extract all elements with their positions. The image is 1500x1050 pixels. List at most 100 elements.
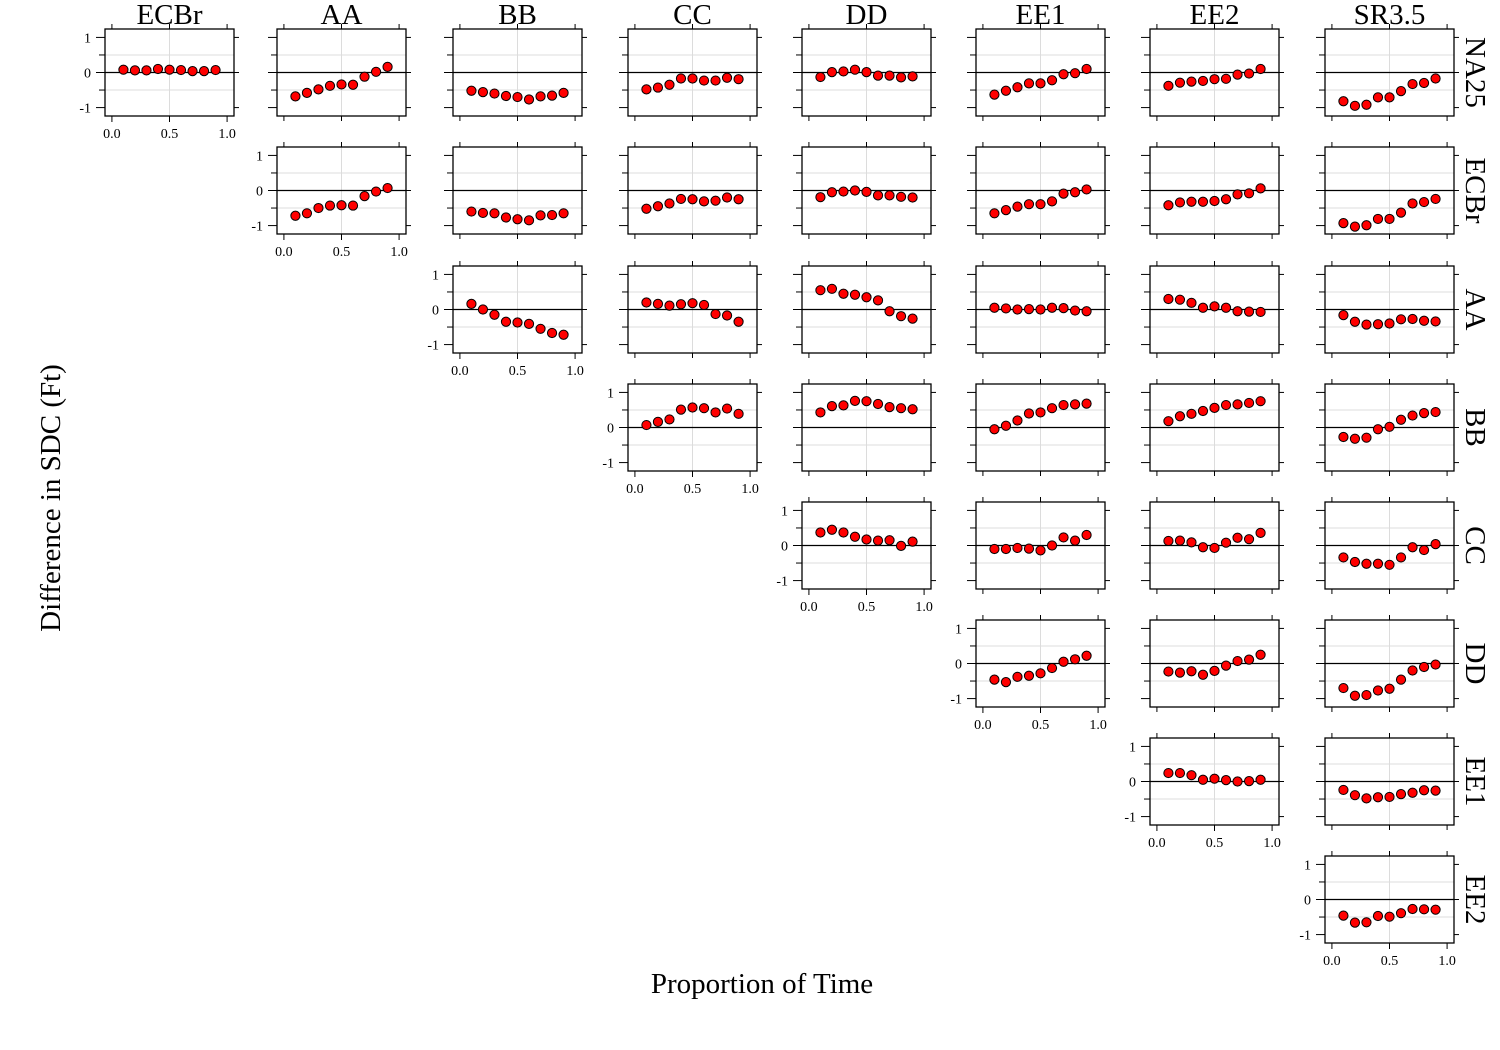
data-point (710, 195, 721, 206)
data-point (1023, 543, 1035, 554)
data-point (1209, 402, 1220, 413)
panel-aa-vs-sr3-5 (1316, 261, 1459, 358)
data-point (1209, 301, 1220, 312)
data-point (1232, 532, 1243, 543)
x-tick-label: 0.0 (1323, 954, 1341, 969)
data-point (175, 64, 187, 76)
data-point (1058, 532, 1069, 543)
panel-cc-vs-ee2 (1141, 497, 1284, 594)
data-point (523, 318, 535, 329)
data-point (1349, 221, 1361, 232)
data-point (512, 91, 523, 103)
data-point (664, 198, 675, 209)
data-point (1174, 77, 1186, 88)
data-point (1046, 196, 1058, 207)
data-point (849, 531, 861, 542)
data-point (359, 191, 370, 202)
data-point (1372, 685, 1384, 696)
data-point (989, 208, 1000, 219)
data-point (1395, 552, 1407, 563)
data-point (815, 407, 826, 418)
data-point (687, 298, 698, 309)
data-point (838, 186, 849, 197)
data-point (1081, 184, 1092, 195)
data-point (1163, 767, 1174, 779)
data-point (152, 63, 164, 75)
x-tick-label: 0.5 (858, 600, 876, 615)
data-point (1197, 405, 1209, 417)
row-label-ee2: EE2 (1459, 875, 1491, 925)
data-point (1338, 218, 1349, 229)
data-point (1232, 776, 1243, 787)
data-point (1243, 776, 1255, 787)
y-tick-label: 1 (781, 504, 788, 519)
data-point (1069, 68, 1081, 79)
data-point (710, 75, 721, 86)
data-point (347, 79, 359, 90)
data-point (1174, 535, 1186, 546)
data-point (1232, 655, 1243, 667)
data-point (1069, 305, 1081, 316)
data-point (1430, 316, 1441, 327)
data-point (1384, 911, 1395, 922)
data-point (675, 299, 687, 310)
data-point (826, 283, 838, 294)
data-point (826, 67, 838, 78)
data-point (1395, 314, 1407, 325)
x-tick-label: 0.0 (103, 127, 121, 142)
data-point (1220, 774, 1232, 786)
panel-dd-vs-ee2 (1141, 615, 1284, 712)
data-point (872, 398, 884, 410)
data-point (1023, 199, 1035, 210)
data-point (895, 191, 907, 202)
data-point (1174, 294, 1186, 305)
data-point (849, 185, 861, 196)
row-label-ee1: EE1 (1459, 757, 1491, 807)
data-point (664, 79, 675, 90)
data-point (1012, 542, 1023, 554)
data-point (1220, 73, 1232, 84)
data-point (710, 308, 721, 320)
data-point (523, 94, 535, 105)
data-point (1338, 310, 1349, 321)
data-point (989, 674, 1000, 685)
data-point (1163, 666, 1174, 677)
data-point (884, 70, 895, 81)
y-tick-label: 1 (432, 268, 439, 283)
data-point (826, 401, 838, 412)
x-tick-label: 1.0 (566, 364, 584, 379)
data-point (1338, 431, 1349, 443)
data-point (313, 84, 324, 95)
data-point (1197, 774, 1209, 785)
data-point (1081, 398, 1092, 409)
data-point (1081, 529, 1092, 541)
panel-aa-vs-ee2 (1141, 261, 1284, 358)
data-point (1174, 767, 1186, 779)
data-point (989, 89, 1000, 100)
data-point (1395, 414, 1407, 425)
data-point (907, 536, 918, 547)
panel-cc-vs-dd: 1 0 -1 0.0 0.5 1.0 (776, 497, 936, 615)
data-point (1046, 662, 1058, 674)
data-point (1384, 683, 1395, 694)
panel-aa-vs-bb: 1 0 -1 0.0 0.5 1.0 (427, 261, 587, 379)
y-tick-label: -1 (79, 102, 91, 117)
data-point (1430, 538, 1441, 550)
data-point (675, 193, 687, 205)
data-point (652, 298, 664, 309)
data-point (1349, 556, 1361, 568)
data-point (641, 297, 652, 308)
data-point (1197, 75, 1209, 87)
data-point (1046, 403, 1058, 414)
data-point (477, 304, 489, 315)
data-point (815, 192, 826, 203)
data-point (861, 67, 872, 78)
data-point (1163, 200, 1174, 211)
data-point (1361, 220, 1372, 231)
data-point (1418, 315, 1430, 326)
data-point (1209, 773, 1220, 784)
data-point (721, 192, 733, 203)
panel-bb-vs-dd (793, 379, 936, 476)
data-point (558, 208, 569, 219)
data-point (838, 527, 849, 538)
